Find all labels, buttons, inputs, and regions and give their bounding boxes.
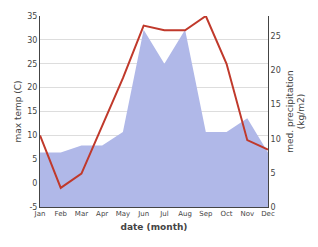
svg-text:0: 0 (32, 179, 37, 188)
svg-text:Jul: Jul (159, 210, 169, 218)
svg-text:25: 25 (27, 60, 37, 69)
svg-text:15: 15 (27, 107, 37, 116)
svg-text:Jan: Jan (34, 210, 46, 218)
svg-text:Dec: Dec (261, 210, 275, 218)
svg-text:35: 35 (27, 12, 37, 21)
svg-text:Nov: Nov (240, 210, 254, 218)
svg-text:10: 10 (271, 135, 281, 144)
svg-text:-5: -5 (29, 203, 37, 212)
svg-text:Jun: Jun (137, 210, 149, 218)
svg-text:Sep: Sep (199, 210, 213, 218)
svg-text:10: 10 (27, 131, 37, 140)
svg-text:med. precipitation(kg/m2): med. precipitation(kg/m2) (285, 70, 307, 152)
svg-text:5: 5 (271, 169, 276, 178)
svg-text:30: 30 (27, 36, 37, 45)
svg-text:Oct: Oct (220, 210, 232, 218)
svg-text:15: 15 (271, 100, 281, 109)
svg-text:25: 25 (271, 32, 281, 41)
svg-text:20: 20 (27, 83, 37, 92)
svg-text:Feb: Feb (55, 210, 68, 218)
svg-text:Apr: Apr (96, 210, 108, 218)
svg-text:Mar: Mar (75, 210, 88, 218)
svg-text:max temp (C): max temp (C) (13, 80, 23, 142)
svg-text:20: 20 (271, 66, 281, 75)
svg-text:date (month): date (month) (121, 222, 188, 232)
svg-text:0: 0 (271, 203, 276, 212)
svg-text:May: May (116, 210, 130, 218)
svg-text:5: 5 (32, 155, 37, 164)
svg-text:Aug: Aug (178, 210, 192, 218)
